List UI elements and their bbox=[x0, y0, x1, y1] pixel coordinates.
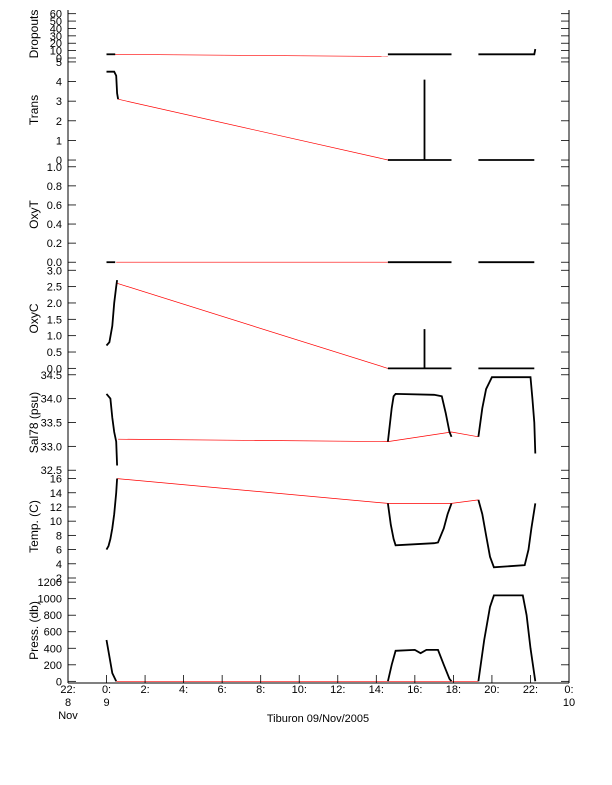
panel-6: 0 200 400 600 800 1000 1200 Press. (db) bbox=[27, 577, 570, 688]
x-tick-label: 4: bbox=[179, 684, 188, 696]
series-measured bbox=[477, 594, 537, 682]
series-measured bbox=[477, 376, 537, 454]
y-tick-label: 200 bbox=[44, 660, 62, 672]
y-tick-label: 1.0 bbox=[47, 331, 62, 343]
x-tick-label: 12: bbox=[330, 684, 345, 696]
x-tick-label: 6: bbox=[218, 684, 227, 696]
y-tick-label: 10 bbox=[50, 516, 62, 528]
y-tick-label: 400 bbox=[44, 643, 62, 655]
y-tick-label: 1.0 bbox=[47, 162, 62, 174]
y-axis-label: Press. (db) bbox=[27, 601, 41, 660]
x-tick-sublabel: 8 bbox=[65, 697, 71, 709]
panel-3: 0.0 0.5 1.0 1.5 2.0 2.5 3.0 OxyC bbox=[27, 265, 570, 375]
y-tick-label: 16 bbox=[50, 474, 62, 486]
series-measured bbox=[106, 70, 119, 100]
series-measured bbox=[387, 648, 453, 682]
x-tick-label: 0: bbox=[564, 684, 573, 696]
series-interpolated bbox=[118, 98, 388, 161]
y-tick-label: 60 bbox=[50, 9, 62, 21]
panel-1: 0 1 2 3 4 5 Trans bbox=[27, 57, 570, 167]
y-tick-label: 33.0 bbox=[41, 441, 62, 453]
y-tick-label: 0.0 bbox=[47, 363, 62, 375]
y-tick-label: 34.0 bbox=[41, 394, 62, 406]
y-tick-label: 12 bbox=[50, 502, 62, 514]
y-axis-label: Trans bbox=[27, 95, 41, 125]
y-tick-label: 0 bbox=[56, 155, 62, 167]
series-measured bbox=[477, 499, 537, 569]
x-tick-label: 0: bbox=[102, 684, 111, 696]
x-tick-month: Nov bbox=[58, 710, 78, 722]
y-tick-label: 8 bbox=[56, 530, 62, 542]
series-interpolated bbox=[118, 431, 479, 442]
y-tick-label: 33.5 bbox=[41, 418, 62, 430]
series-measured bbox=[387, 503, 453, 547]
y-axis-label: Temp. (C) bbox=[27, 500, 41, 553]
y-tick-label: 0.8 bbox=[47, 181, 62, 193]
panel-5: 2 4 6 8 10 12 14 16 Temp. (C) bbox=[27, 474, 570, 585]
y-tick-label: 6 bbox=[56, 545, 62, 557]
chart-caption: Tiburon 09/Nov/2005 bbox=[267, 713, 369, 725]
y-tick-label: 5 bbox=[56, 57, 62, 69]
y-tick-label: 4 bbox=[56, 77, 62, 89]
y-axis-label: Sal78 (psu) bbox=[27, 392, 41, 453]
x-tick-label: 18: bbox=[446, 684, 461, 696]
y-axis-label: OxyC bbox=[27, 303, 41, 333]
y-tick-label: 1 bbox=[56, 135, 62, 147]
x-tick-sublabel: 10 bbox=[563, 697, 575, 709]
series-interpolated bbox=[117, 478, 479, 504]
x-tick-label: 14: bbox=[369, 684, 384, 696]
y-tick-label: 0.0 bbox=[47, 257, 62, 269]
y-tick-label: 0 bbox=[56, 676, 62, 688]
x-tick-label: 22: bbox=[60, 684, 75, 696]
chart-panels: 0102030405060Dropouts012345Trans0.00.20.… bbox=[27, 9, 570, 688]
y-tick-label: 30 bbox=[50, 31, 62, 43]
y-tick-label: 1200 bbox=[38, 577, 62, 589]
y-tick-label: 0.2 bbox=[47, 238, 62, 250]
series-measured bbox=[105, 478, 118, 551]
x-tick-label: 2: bbox=[140, 684, 149, 696]
y-tick-label: 4 bbox=[56, 559, 62, 571]
y-tick-label: 0.6 bbox=[47, 200, 62, 212]
y-axis-label: OxyT bbox=[27, 200, 41, 229]
y-tick-label: 14 bbox=[50, 488, 62, 500]
y-tick-label: 32.5 bbox=[41, 465, 62, 477]
panel-2: 0.0 0.2 0.4 0.6 0.8 1.0 OxyT bbox=[27, 162, 570, 269]
y-tick-label: 600 bbox=[44, 627, 62, 639]
x-tick-label: 22: bbox=[523, 684, 538, 696]
series-interpolated bbox=[116, 282, 389, 369]
y-tick-label: 3 bbox=[56, 96, 62, 108]
y-tick-label: 800 bbox=[44, 610, 62, 622]
x-tick-label: 16: bbox=[407, 684, 422, 696]
series-measured bbox=[105, 639, 118, 682]
x-tick-label: 8: bbox=[256, 684, 265, 696]
y-tick-label: 10 bbox=[50, 46, 62, 58]
y-tick-label: 2.0 bbox=[47, 298, 62, 310]
series-interpolated bbox=[108, 53, 388, 57]
y-tick-label: 20 bbox=[50, 38, 62, 50]
y-tick-label: 1.5 bbox=[47, 314, 62, 326]
y-tick-label: 0.5 bbox=[47, 347, 62, 359]
x-tick-sublabel: 9 bbox=[103, 697, 109, 709]
y-tick-label: 34.5 bbox=[41, 370, 62, 382]
y-tick-label: 50 bbox=[50, 16, 62, 28]
series-measured bbox=[478, 48, 537, 56]
y-tick-label: 2 bbox=[56, 573, 62, 585]
y-tick-label: 1000 bbox=[38, 594, 62, 606]
y-tick-label: 0.4 bbox=[47, 219, 62, 231]
y-axis-label: Dropouts bbox=[27, 10, 41, 59]
series-measured bbox=[387, 392, 453, 442]
y-tick-label: 0 bbox=[56, 53, 62, 65]
y-tick-label: 2.5 bbox=[47, 282, 62, 294]
y-tick-label: 3.0 bbox=[47, 265, 62, 277]
y-tick-label: 2 bbox=[56, 116, 62, 128]
series-measured bbox=[105, 393, 118, 466]
x-tick-label: 10: bbox=[292, 684, 307, 696]
y-tick-label: 40 bbox=[50, 23, 62, 35]
series-measured bbox=[105, 279, 118, 347]
x-tick-label: 20: bbox=[484, 684, 499, 696]
